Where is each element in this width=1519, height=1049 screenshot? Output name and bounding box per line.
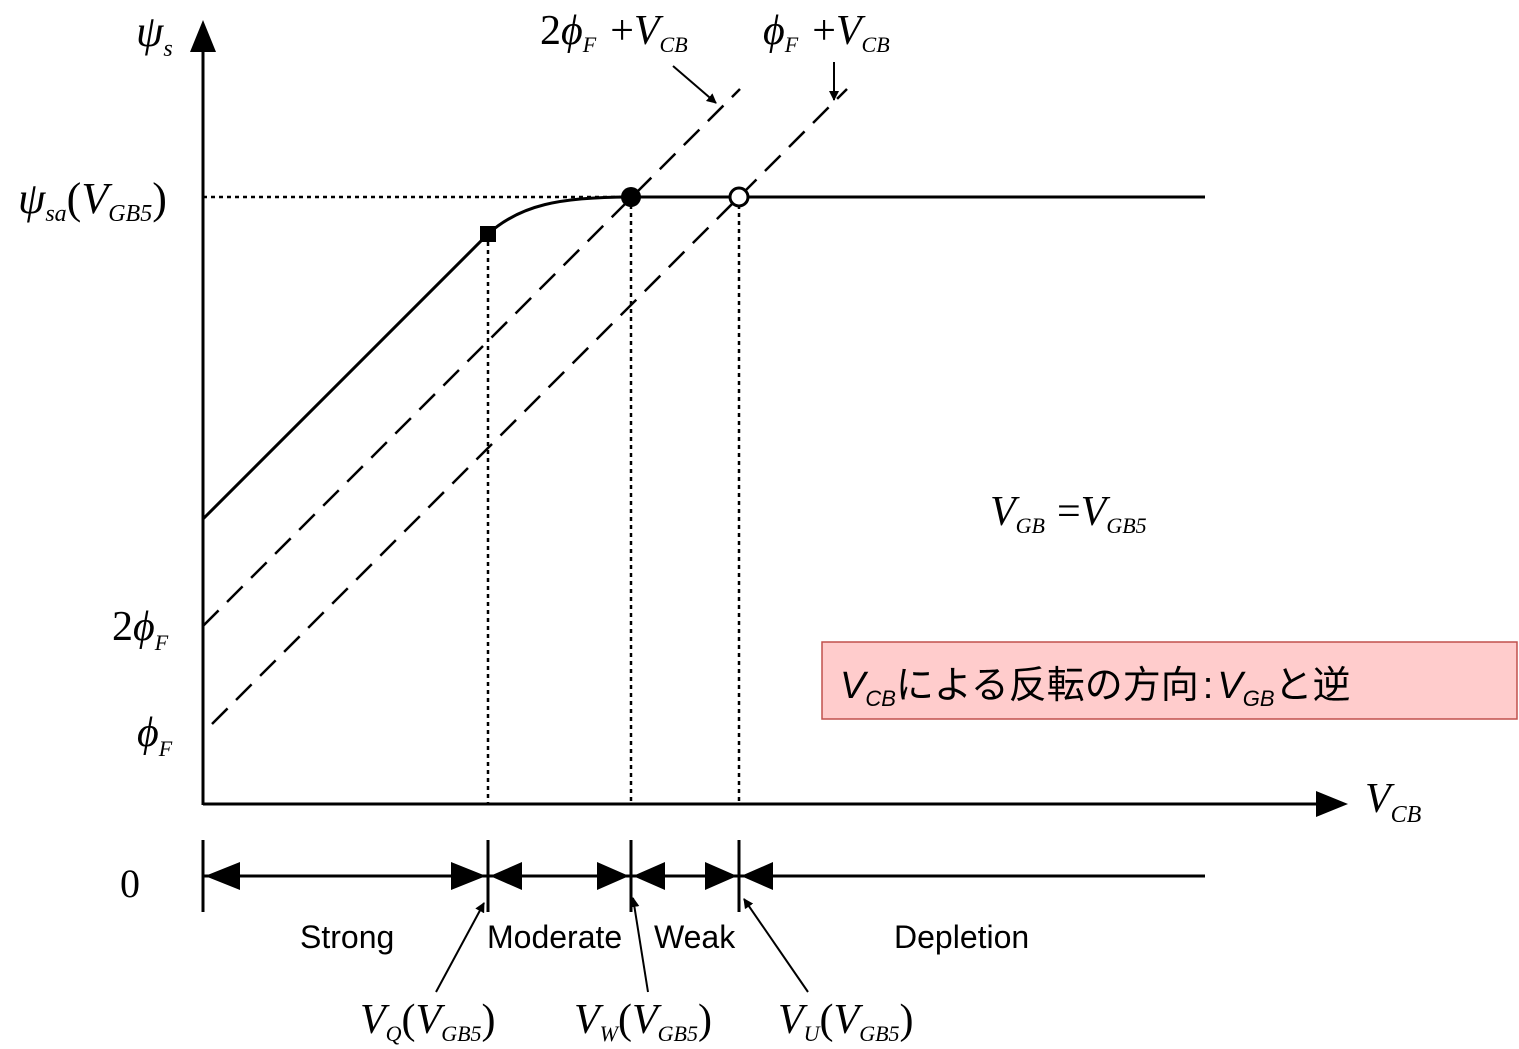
psi-s-curve bbox=[201, 195, 1205, 521]
label-vw: VW(VGB5) bbox=[574, 997, 712, 1046]
note-box-bg bbox=[821, 641, 1518, 720]
y-axis bbox=[190, 20, 216, 805]
y-axis-label: ψs bbox=[136, 7, 173, 62]
pointer-two-phi bbox=[672, 65, 717, 104]
two-phi-plus-vcb-line bbox=[202, 88, 741, 627]
tick-psi-sa: ψsa(VGB5) bbox=[18, 174, 167, 227]
label-vq: VQ(VGB5) bbox=[360, 997, 496, 1046]
tick-zero: 0 bbox=[120, 861, 140, 906]
region-strong: Strong bbox=[300, 919, 394, 955]
label-phi-plus-vcb: ϕF +VCB bbox=[763, 8, 890, 57]
region-band bbox=[201, 840, 1205, 912]
phi-plus-vcb-line bbox=[211, 88, 848, 725]
pointer-vw bbox=[629, 897, 649, 993]
region-depletion: Depletion bbox=[894, 919, 1029, 955]
label-vu: VU(VGB5) bbox=[778, 997, 914, 1046]
pointer-vq bbox=[435, 902, 485, 993]
vu-open-marker bbox=[728, 186, 750, 208]
label-two-phi-plus-vcb: 2ϕF +VCB bbox=[540, 8, 688, 57]
note-box: VCBによる反転の方向: VGBと逆 bbox=[821, 641, 1518, 720]
x-axis bbox=[203, 791, 1348, 817]
pointer-vu bbox=[743, 898, 809, 993]
x-axis-label: VCB bbox=[1365, 776, 1422, 828]
vw-filled-marker bbox=[621, 187, 641, 207]
tick-two-phi-f: 2ϕF bbox=[112, 604, 169, 655]
condition-label: VGB =VGB5 bbox=[990, 489, 1147, 538]
tick-phi-f: ϕF bbox=[137, 710, 173, 761]
vq-square-marker bbox=[480, 226, 496, 242]
region-moderate: Moderate bbox=[487, 919, 622, 955]
region-weak: Weak bbox=[654, 919, 736, 955]
note-text: VCBによる反転の方向: VGBと逆 bbox=[840, 665, 1351, 711]
